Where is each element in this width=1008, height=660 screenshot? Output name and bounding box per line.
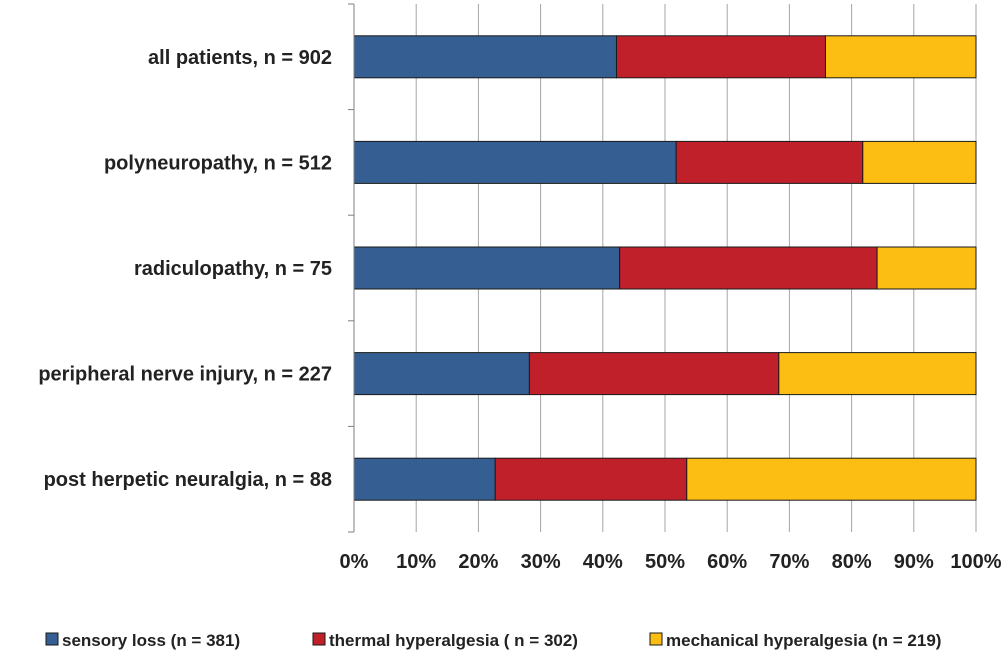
bar-segment: [353, 246, 621, 290]
bar-segment: [353, 457, 496, 501]
category-label: polyneuropathy, n = 512: [104, 152, 332, 174]
x-tick-label: 10%: [396, 551, 436, 573]
bar-segment: [353, 35, 617, 79]
bar-segment: [876, 246, 977, 290]
x-tick-label: 30%: [521, 551, 561, 573]
x-tick-label: 90%: [894, 551, 934, 573]
legend-swatch: [45, 632, 59, 646]
bar-segment: [494, 457, 688, 501]
bar-segment: [778, 352, 977, 396]
x-tick-label: 70%: [769, 551, 809, 573]
legend-swatch: [312, 632, 326, 646]
x-tick-label: 20%: [458, 551, 498, 573]
legend-label: thermal hyperalgesia ( n = 302): [329, 631, 578, 650]
x-tick-label: 80%: [832, 551, 872, 573]
bar-segment: [824, 35, 977, 79]
category-label: all patients, n = 902: [148, 47, 332, 69]
category-label: peripheral nerve injury, n = 227: [38, 364, 332, 386]
category-labels: all patients, n = 902 polyneuropathy, n =…: [38, 47, 332, 491]
bar-segment: [862, 140, 977, 184]
bar-segment: [686, 457, 977, 501]
x-tick-label: 0%: [340, 551, 369, 573]
axes: [348, 3, 355, 533]
bar-segment: [675, 140, 864, 184]
bar-segment: [528, 352, 780, 396]
x-tick-label: 100%: [950, 551, 1001, 573]
bar-segment: [353, 140, 677, 184]
legend-label: mechanical hyperalgesia (n = 219): [666, 631, 941, 650]
legend-swatch: [649, 632, 663, 646]
bars: [353, 35, 977, 501]
bar-segment: [353, 352, 530, 396]
legend-label: sensory loss (n = 381): [62, 631, 240, 650]
bar-segment: [619, 246, 878, 290]
bar-segment: [615, 35, 826, 79]
x-tick-labels: 0% 10% 20% 30% 40% 50% 60% 70% 80% 90% 100%: [340, 551, 1002, 573]
x-tick-label: 50%: [645, 551, 685, 573]
x-tick-label: 60%: [707, 551, 747, 573]
x-tick-label: 40%: [583, 551, 623, 573]
category-label: radiculopathy, n = 75: [134, 258, 332, 280]
legend: sensory loss (n = 381) thermal hyperalges…: [45, 631, 941, 650]
category-label: post herpetic neuralgia, n = 88: [44, 469, 332, 491]
